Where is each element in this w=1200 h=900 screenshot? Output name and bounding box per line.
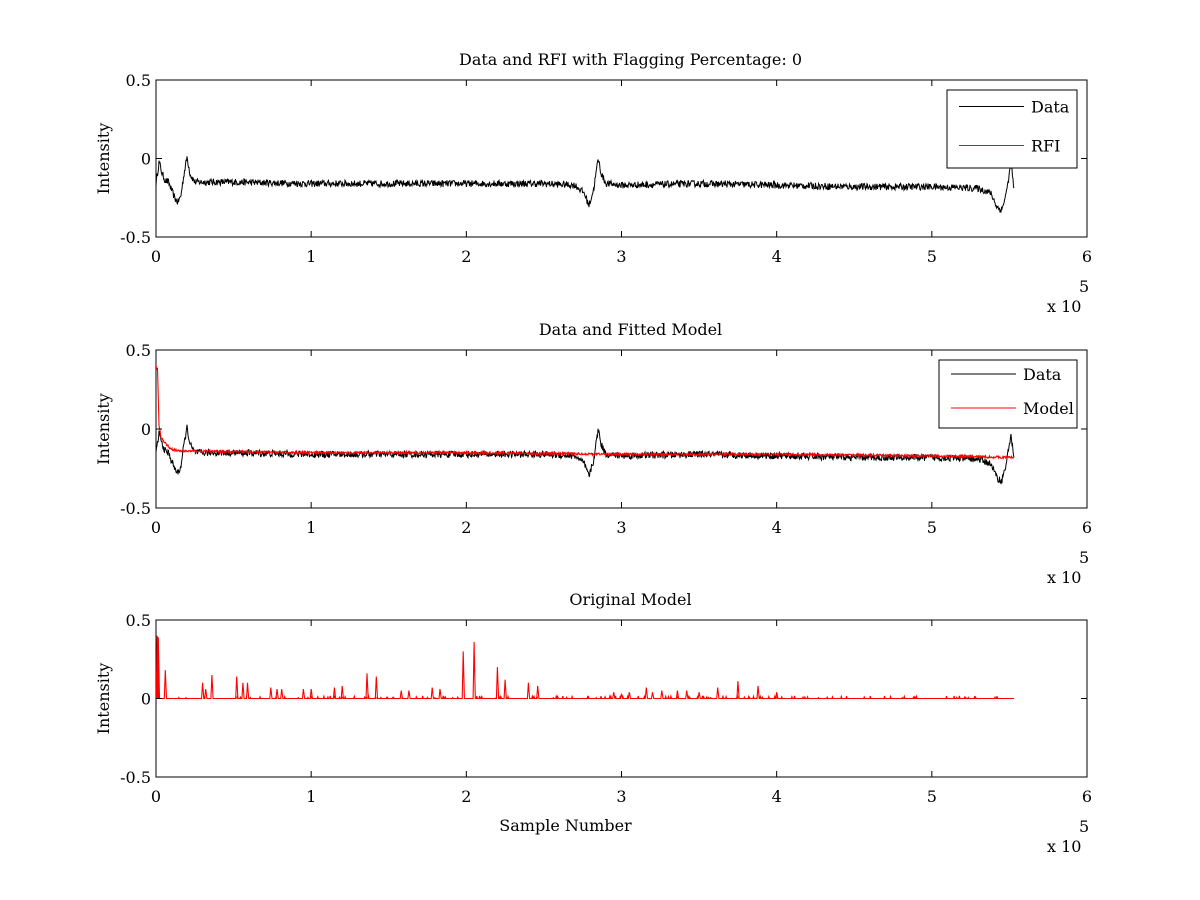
- legend: Data Model: [938, 359, 1078, 429]
- x-tick-label: 1: [306, 787, 316, 806]
- y-tick-label: 0: [141, 420, 151, 439]
- x-exponent-label: x 10: [1047, 297, 1081, 316]
- legend-box: [946, 89, 1078, 169]
- x-axis-label: Sample Number: [499, 816, 632, 835]
- x-tick-label: 5: [927, 247, 937, 266]
- x-tick-label: 3: [616, 518, 626, 537]
- x-exponent-power: 5: [1079, 277, 1089, 296]
- y-tick-label: 0.5: [126, 611, 151, 630]
- legend-label-data: Data: [1023, 365, 1062, 384]
- x-tick-label: 1: [306, 518, 316, 537]
- series-line-model: [156, 635, 1015, 700]
- x-exponent-power: 5: [1079, 548, 1089, 567]
- chart-title: Data and Fitted Model: [539, 320, 722, 339]
- axes-frame: [155, 79, 1088, 238]
- y-tick-label: -0.5: [120, 768, 151, 787]
- x-tick-label: 3: [616, 787, 626, 806]
- x-tick-label: 6: [1082, 518, 1092, 537]
- chart-title: Original Model: [569, 590, 691, 609]
- x-tick-label: 0: [151, 518, 161, 537]
- y-tick-label: -0.5: [120, 228, 151, 247]
- plot-area: [156, 156, 1015, 213]
- y-tick-label: 0.5: [126, 71, 151, 90]
- x-tick-label: 5: [927, 518, 937, 537]
- legend-box: [938, 359, 1078, 429]
- y-tick-label: -0.5: [120, 499, 151, 518]
- plot-area: [156, 364, 1015, 485]
- x-tick-label: 0: [151, 247, 161, 266]
- series-line-data: [156, 156, 1015, 213]
- legend-label-model: Model: [1023, 399, 1074, 418]
- y-tick-label: 0.5: [126, 341, 151, 360]
- legend-label-data: Data: [1031, 98, 1070, 117]
- y-tick-label: 0: [141, 150, 151, 169]
- x-tick-label: 4: [772, 518, 782, 537]
- x-tick-label: 2: [461, 518, 471, 537]
- x-tick-label: 3: [616, 247, 626, 266]
- x-exponent-power: 5: [1079, 817, 1089, 836]
- x-tick-label: 2: [461, 247, 471, 266]
- x-tick-label: 0: [151, 787, 161, 806]
- series-line-model: [156, 364, 1015, 460]
- x-tick-label: 2: [461, 787, 471, 806]
- y-tick-label: 0: [141, 690, 151, 709]
- x-tick-label: 6: [1082, 787, 1092, 806]
- x-exponent-label: x 10: [1047, 568, 1081, 587]
- y-axis-label: Intensity: [94, 393, 113, 465]
- x-exponent-label: x 10: [1047, 837, 1081, 856]
- y-axis-label: Intensity: [94, 123, 113, 195]
- x-tick-label: 4: [772, 787, 782, 806]
- x-tick-label: 1: [306, 247, 316, 266]
- x-tick-label: 4: [772, 247, 782, 266]
- chart-title: Data and RFI with Flagging Percentage: 0: [459, 50, 802, 69]
- x-tick-label: 6: [1082, 247, 1092, 266]
- plot-area: [156, 635, 1015, 700]
- legend-label-rfi: RFI: [1031, 137, 1060, 156]
- x-tick-label: 5: [927, 787, 937, 806]
- axes-frame: [155, 349, 1088, 509]
- legend: Data RFI: [946, 89, 1078, 169]
- y-axis-label: Intensity: [94, 663, 113, 735]
